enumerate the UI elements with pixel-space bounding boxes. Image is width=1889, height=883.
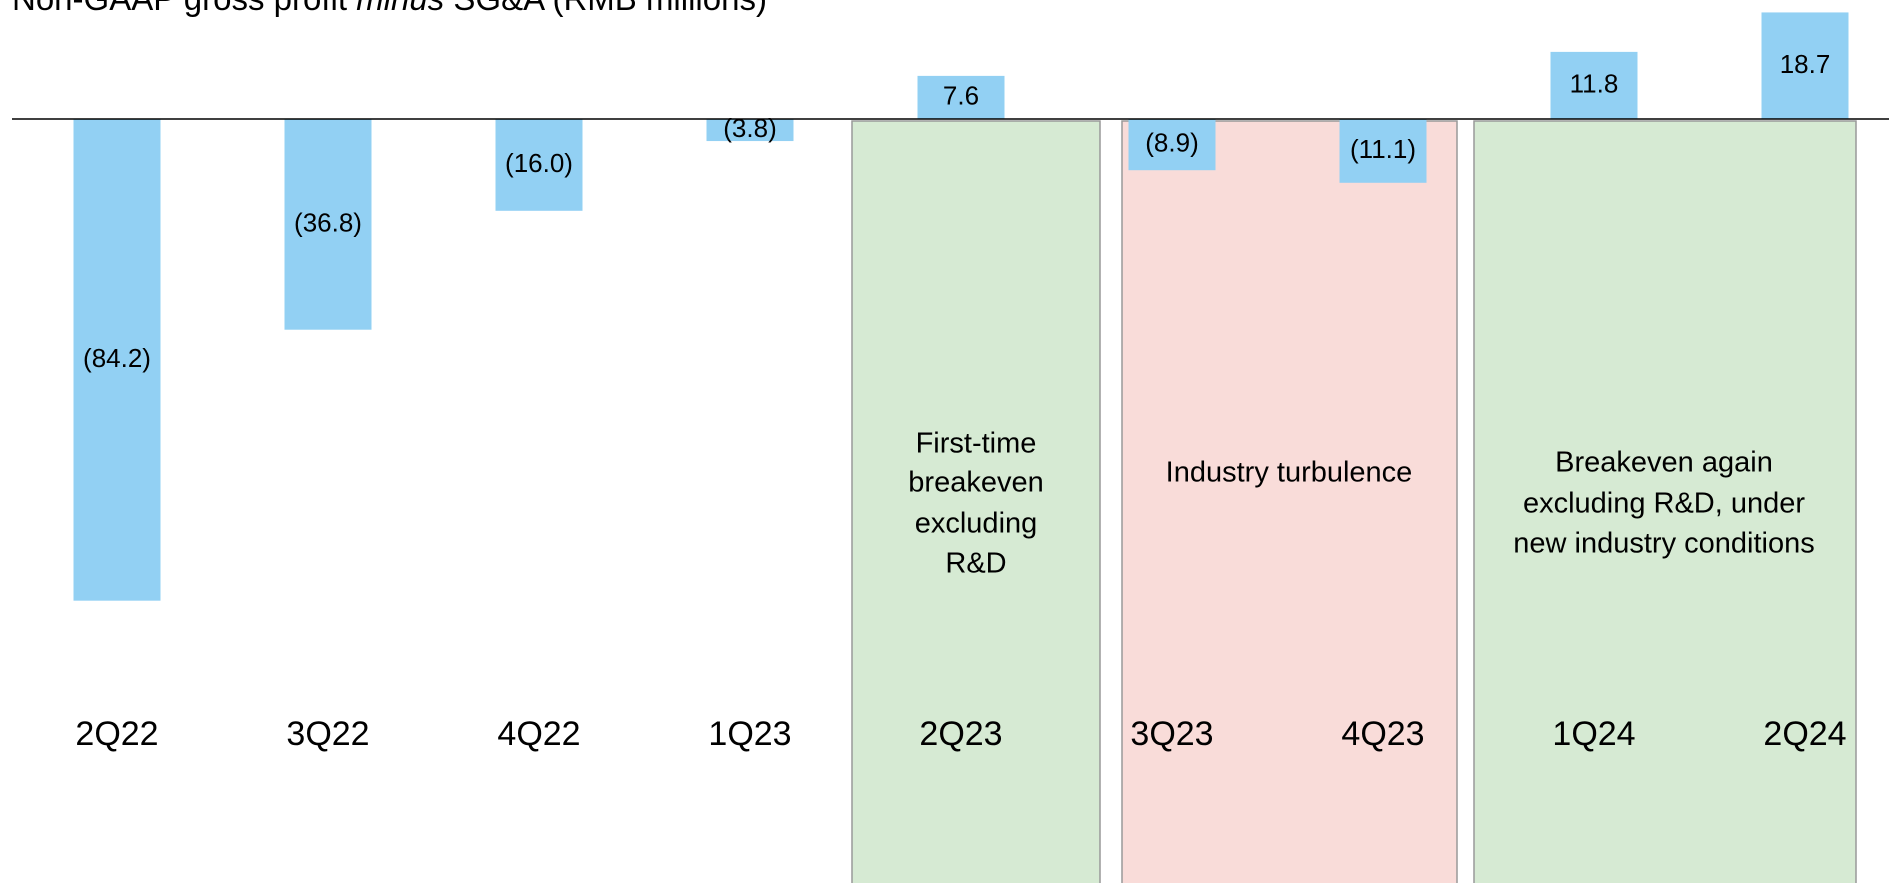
bar [1761, 12, 1849, 120]
title-emphasis: minus [356, 0, 444, 17]
annotation-boxes: First-time breakeven excluding R&D Industry … [851, 120, 1857, 883]
value-label: (16.0) [505, 148, 573, 178]
value-label: (36.8) [294, 207, 362, 237]
x-tick-label: 2Q23 [919, 715, 1002, 753]
x-tick-label: 1Q24 [1552, 715, 1635, 753]
x-tick-label: 2Q22 [75, 715, 158, 753]
annotation-text: First-time [916, 428, 1037, 460]
bar [1550, 51, 1638, 120]
annotation-text: Industry turbulence [1166, 457, 1413, 489]
x-tick-label: 4Q22 [497, 715, 580, 753]
x-tick-label: 3Q22 [286, 715, 369, 753]
annotation-box [851, 120, 1101, 883]
bar [706, 119, 794, 142]
value-label: (8.9) [1145, 128, 1198, 158]
title-part: SG&A (RMB millions) [444, 0, 767, 17]
value-label: (84.2) [83, 343, 151, 373]
x-tick-label: 4Q23 [1341, 715, 1424, 753]
title-part: Non-GAAP gross profit [12, 0, 356, 17]
annotation-text: breakeven [908, 467, 1043, 499]
chart-title: Non-GAAP gross profit minus SG&A (RMB mi… [12, 0, 767, 17]
annotation-text: Breakeven again [1555, 447, 1773, 479]
bar [284, 119, 372, 330]
annotation-text: R&D [945, 548, 1006, 580]
x-tick-label: 3Q23 [1130, 715, 1213, 753]
bar [1128, 119, 1216, 171]
value-label: 11.8 [1570, 68, 1619, 98]
value-label: (11.1) [1350, 134, 1416, 164]
x-tick-label: 2Q24 [1763, 715, 1846, 753]
value-label: 7.6 [943, 80, 979, 110]
annotation-text: excluding R&D, under [1523, 488, 1805, 520]
bar [495, 119, 583, 211]
bars: (84.2) 2Q22 (36.8) 3Q22 (16.0) 4Q22 (3.8) 1Q23 7… [73, 12, 1849, 753]
value-label: (3.8) [723, 113, 776, 143]
annotation-box [1473, 120, 1857, 883]
bar [1339, 119, 1427, 183]
annotation-text: excluding [915, 508, 1038, 540]
annotation-box [1121, 120, 1458, 883]
bar [917, 75, 1005, 120]
annotation-text: new industry conditions [1513, 528, 1814, 560]
bar [73, 119, 161, 601]
value-label: 18.7 [1780, 49, 1831, 79]
x-tick-label: 1Q23 [708, 715, 791, 753]
